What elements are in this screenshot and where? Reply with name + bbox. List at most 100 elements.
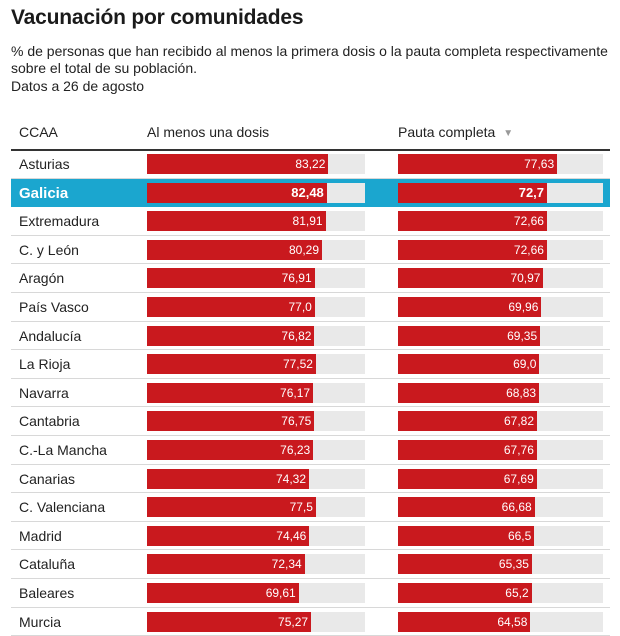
- row-region-name: Madrid: [19, 528, 62, 544]
- bar-track-full: 66,5: [398, 526, 603, 546]
- bar-track-full: 69,35: [398, 326, 603, 346]
- bar-value-label: 76,17: [280, 386, 310, 400]
- table-row: C. Valenciana 77,5 66,68: [11, 493, 610, 522]
- bar-full: 72,7: [398, 183, 547, 203]
- bar-first: 77,5: [147, 497, 316, 517]
- bar-value-label: 69,96: [508, 300, 538, 314]
- bar-full: 66,5: [398, 526, 534, 546]
- bar-track-first: 76,91: [147, 268, 365, 288]
- bar-full: 69,35: [398, 326, 540, 346]
- bar-full: 64,58: [398, 612, 530, 632]
- bar-value-label: 77,52: [283, 357, 313, 371]
- row-region-name: Cataluña: [19, 556, 75, 572]
- row-region-name: Aragón: [19, 270, 64, 286]
- bar-value-label: 65,2: [505, 586, 528, 600]
- bar-first: 76,17: [147, 383, 313, 403]
- bar-full: 72,66: [398, 240, 547, 260]
- row-region-name: Galicia: [19, 185, 68, 202]
- bar-full: 72,66: [398, 211, 547, 231]
- chart-title: Vacunación por comunidades: [11, 6, 303, 30]
- bar-first: 82,48: [147, 183, 327, 203]
- table-row: Andalucía 76,82 69,35: [11, 322, 610, 351]
- bar-first: 72,34: [147, 554, 305, 574]
- bar-first: 76,91: [147, 268, 315, 288]
- bar-value-label: 82,48: [291, 185, 324, 200]
- bar-track-first: 76,75: [147, 411, 365, 431]
- bar-value-label: 75,27: [278, 615, 308, 629]
- chart-subtitle: % de personas que han recibido al menos …: [11, 43, 611, 77]
- bar-value-label: 77,0: [289, 300, 312, 314]
- bar-value-label: 72,66: [514, 243, 544, 257]
- bar-track-full: 67,82: [398, 411, 603, 431]
- bar-track-full: 72,7: [398, 183, 603, 203]
- bar-first: 74,46: [147, 526, 309, 546]
- bar-track-first: 83,22: [147, 154, 365, 174]
- bar-value-label: 67,69: [504, 472, 534, 486]
- bar-track-first: 74,32: [147, 469, 365, 489]
- bar-track-first: 69,61: [147, 583, 365, 603]
- bar-full: 65,35: [398, 554, 532, 574]
- bar-first: 80,29: [147, 240, 322, 260]
- bar-value-label: 67,82: [504, 414, 534, 428]
- bar-value-label: 72,66: [514, 214, 544, 228]
- bar-track-first: 76,82: [147, 326, 365, 346]
- bar-full: 67,76: [398, 440, 537, 460]
- bar-first: 83,22: [147, 154, 328, 174]
- column-header-full-label: Pauta completa: [398, 124, 495, 140]
- bar-track-first: 81,91: [147, 211, 365, 231]
- bar-value-label: 76,23: [280, 443, 310, 457]
- bar-track-full: 65,35: [398, 554, 603, 574]
- bar-track-first: 76,17: [147, 383, 365, 403]
- bar-full: 66,68: [398, 497, 535, 517]
- bar-value-label: 64,58: [497, 615, 527, 629]
- bar-full: 68,83: [398, 383, 539, 403]
- bar-full: 67,69: [398, 469, 537, 489]
- row-region-name: Baleares: [19, 585, 74, 601]
- bar-full: 70,97: [398, 268, 543, 288]
- table-row: Extremadura 81,91 72,66: [11, 207, 610, 236]
- bar-value-label: 83,22: [295, 157, 325, 171]
- table-header: CCAA Al menos una dosis Pauta completa ▼: [11, 115, 610, 151]
- row-region-name: Asturias: [19, 156, 70, 172]
- bar-full: 65,2: [398, 583, 532, 603]
- bar-value-label: 76,82: [281, 329, 311, 343]
- table-row: Navarra 76,17 68,83: [11, 379, 610, 408]
- bar-track-full: 72,66: [398, 211, 603, 231]
- bar-first: 76,23: [147, 440, 313, 460]
- bar-first: 77,0: [147, 297, 315, 317]
- bar-value-label: 77,5: [290, 500, 313, 514]
- table-row: Baleares 69,61 65,2: [11, 579, 610, 608]
- row-region-name: Andalucía: [19, 328, 81, 344]
- column-header-region[interactable]: CCAA: [19, 124, 58, 140]
- bar-first: 69,61: [147, 583, 299, 603]
- bar-value-label: 74,46: [276, 529, 306, 543]
- bar-track-first: 74,46: [147, 526, 365, 546]
- bar-track-first: 77,52: [147, 354, 365, 374]
- bar-first: 81,91: [147, 211, 326, 231]
- row-region-name: C. Valenciana: [19, 499, 105, 515]
- sort-down-icon: ▼: [503, 128, 513, 139]
- bar-value-label: 70,97: [510, 271, 540, 285]
- bar-full: 69,96: [398, 297, 541, 317]
- row-region-name: Extremadura: [19, 213, 99, 229]
- bar-first: 76,82: [147, 326, 314, 346]
- bar-value-label: 68,83: [506, 386, 536, 400]
- bar-track-full: 65,2: [398, 583, 603, 603]
- bar-value-label: 65,35: [499, 557, 529, 571]
- column-header-full[interactable]: Pauta completa ▼: [398, 124, 513, 140]
- bar-value-label: 74,32: [276, 472, 306, 486]
- row-region-name: Navarra: [19, 385, 69, 401]
- bar-full: 67,82: [398, 411, 537, 431]
- column-header-first-dose[interactable]: Al menos una dosis: [147, 124, 269, 140]
- bar-value-label: 72,34: [272, 557, 302, 571]
- bar-track-first: 76,23: [147, 440, 365, 460]
- bar-value-label: 69,0: [513, 357, 536, 371]
- bar-value-label: 80,29: [289, 243, 319, 257]
- row-region-name: C.-La Mancha: [19, 442, 107, 458]
